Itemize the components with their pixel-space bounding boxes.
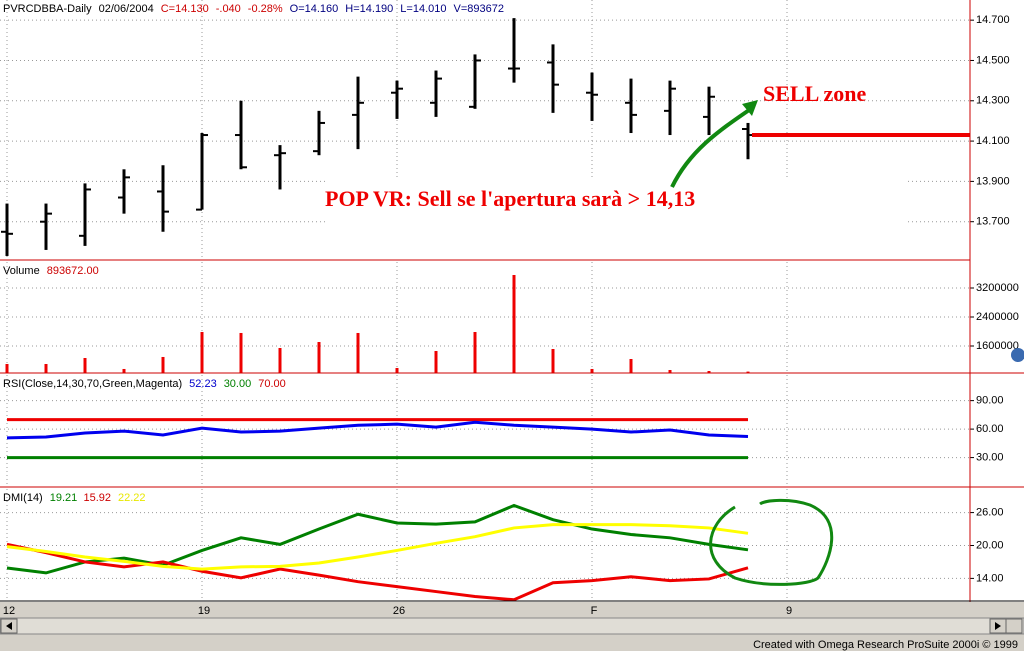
title-part: -0.28%	[248, 3, 283, 15]
x-tick-label: 9	[786, 605, 792, 617]
scroll-left-icon	[6, 622, 12, 630]
title-part: 19.21	[50, 492, 77, 504]
title-part: O=14.160	[290, 3, 339, 15]
annotation: SELL zone	[763, 81, 867, 106]
arrow-head	[742, 100, 758, 116]
y-tick-label: 14.700	[976, 14, 1010, 26]
y-tick-label: 1600000	[976, 340, 1019, 352]
title-part: Volume	[3, 265, 40, 277]
y-tick-label: 13.900	[976, 175, 1010, 187]
y-tick-label: 14.00	[976, 572, 1004, 584]
plot-background	[0, 0, 1024, 602]
y-tick-label: 90.00	[976, 395, 1004, 407]
y-tick-label: 26.00	[976, 506, 1004, 518]
annotation: POP VR: Sell se l'apertura sarà > 14,13	[325, 186, 695, 211]
title-part: 70.00	[258, 378, 286, 390]
marks-layer: 12 19 26 F 9 13.700 13.900 14.100 14.300 14.500 14…	[1, 3, 1019, 617]
panel-title: RSI(Close,14,30,70,Green,Magenta) 52.23 30…	[3, 378, 286, 390]
title-part: -.040	[216, 3, 241, 15]
annotation-box	[327, 178, 905, 259]
scrollbar[interactable]	[0, 617, 1024, 635]
arrow	[670, 106, 754, 188]
title-part: DMI(14)	[3, 492, 43, 504]
x-tick-label: F	[591, 605, 598, 617]
footer: Created with Omega Research ProSuite 200…	[753, 639, 1018, 651]
title-part: 22.22	[118, 492, 146, 504]
y-tick-label: 3200000	[976, 282, 1019, 294]
title-part: 02/06/2004	[99, 3, 154, 15]
y-tick-label: 14.300	[976, 95, 1010, 107]
y-tick-label: 2400000	[976, 311, 1019, 323]
y-tick-label: 20.00	[976, 539, 1004, 551]
globe-icon	[1011, 348, 1024, 362]
y-tick-label: 14.500	[976, 54, 1010, 66]
indicator-line	[6, 523, 749, 571]
title-part: H=14.190	[345, 3, 393, 15]
panel-title: PVRCDBBA-Daily 02/06/2004 C=14.130 -.040 -0.…	[3, 3, 504, 15]
y-tick-label: 13.700	[976, 216, 1010, 228]
scroll-end[interactable]	[1005, 618, 1023, 634]
indicator-line	[6, 503, 749, 575]
title-part: PVRCDBBA-Daily	[3, 3, 92, 15]
title-part: V=893672	[453, 3, 503, 15]
x-tick-label: 26	[393, 605, 405, 617]
indicator-line	[6, 420, 749, 440]
title-part: RSI(Close,14,30,70,Green,Magenta)	[3, 378, 182, 390]
y-tick-label: 30.00	[976, 451, 1004, 463]
x-tick-label: 19	[198, 605, 210, 617]
title-part: 15.92	[83, 492, 111, 504]
scroll-right-icon	[995, 622, 1001, 630]
title-part: C=14.130	[161, 3, 209, 15]
title-part: 52.23	[189, 378, 217, 390]
title-part: 30.00	[224, 378, 252, 390]
panel-title: DMI(14) 19.21 15.92 22.22	[3, 492, 146, 504]
panel-title: Volume 893672.00	[3, 265, 99, 277]
title-part: L=14.010	[400, 3, 446, 15]
y-tick-label: 60.00	[976, 423, 1004, 435]
indicator-line	[6, 542, 749, 602]
title-part: 893672.00	[47, 265, 99, 277]
y-tick-label: 14.100	[976, 135, 1010, 147]
highlight-circle	[709, 498, 834, 586]
x-tick-label: 12	[3, 605, 15, 617]
